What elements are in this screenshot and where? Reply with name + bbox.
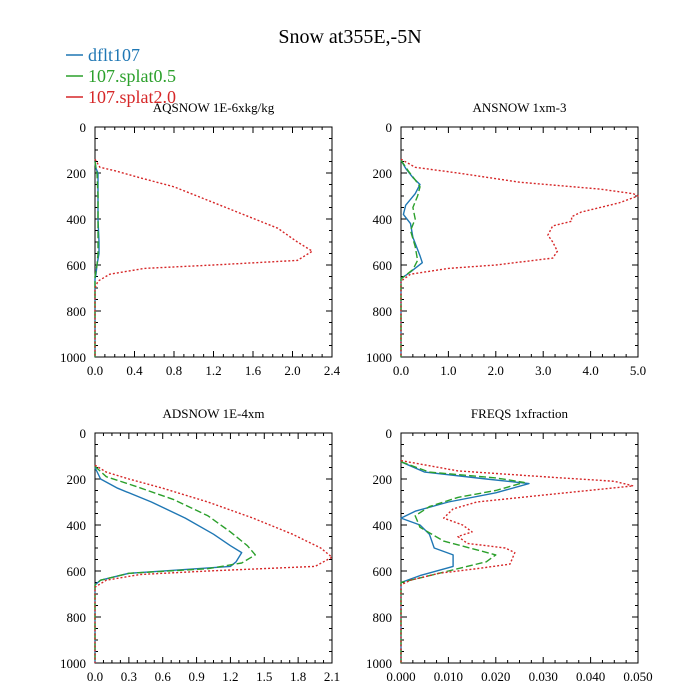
x-tick-label: 0.0: [87, 669, 103, 684]
y-tick-label: 1000: [366, 656, 392, 671]
y-tick-label: 0: [386, 120, 393, 135]
panel-title: ADSNOW 1E-4xm: [163, 406, 265, 421]
x-tick-label: 0.010: [434, 669, 463, 684]
y-tick-label: 800: [67, 304, 87, 319]
x-tick-label: 4.0: [582, 363, 598, 378]
x-tick-label: 0.000: [386, 669, 415, 684]
y-tick-label: 0: [80, 426, 87, 441]
series-line-107-splat2-0: [94, 158, 313, 357]
y-tick-label: 800: [373, 610, 393, 625]
y-tick-label: 800: [373, 304, 393, 319]
x-tick-label: 1.2: [205, 363, 221, 378]
y-tick-label: 600: [373, 258, 393, 273]
x-tick-label: 2.1: [324, 669, 340, 684]
x-tick-label: 1.2: [222, 669, 238, 684]
x-tick-label: 0.040: [576, 669, 605, 684]
x-tick-label: 0.0: [393, 363, 409, 378]
x-tick-label: 1.0: [440, 363, 456, 378]
y-tick-label: 0: [80, 120, 87, 135]
y-tick-label: 200: [67, 166, 87, 181]
x-tick-label: 0.0: [87, 363, 103, 378]
y-tick-label: 600: [373, 564, 393, 579]
panel-title: FREQS 1xfraction: [471, 406, 569, 421]
x-tick-label: 1.6: [245, 363, 262, 378]
legend-entry: dflt107: [66, 45, 140, 65]
y-tick-label: 200: [373, 472, 393, 487]
x-tick-label: 1.8: [290, 669, 306, 684]
legend-label: dflt107: [88, 45, 140, 65]
x-tick-label: 0.4: [126, 363, 143, 378]
panel-2: ANSNOW 1xm-3 0.0 1.0 2.0 3.0 4.0 5.0 0 200 400 600…: [366, 100, 646, 378]
figure-title: Snow at355E,-5N: [278, 26, 421, 48]
y-tick-label: 600: [67, 258, 87, 273]
y-tick-label: 200: [373, 166, 393, 181]
x-tick-label: 0.3: [121, 669, 137, 684]
legend-entry: 107.splat2.0: [66, 87, 176, 107]
series-line-107-splat2-0: [94, 464, 333, 663]
y-tick-label: 400: [67, 518, 87, 533]
x-tick-label: 3.0: [535, 363, 551, 378]
panel-title: ANSNOW 1xm-3: [472, 100, 566, 115]
series-line-dflt107: [400, 461, 530, 663]
series-line-dflt107: [94, 467, 243, 663]
series-line-107-splat2-0: [400, 158, 639, 357]
y-tick-label: 1000: [366, 350, 392, 365]
y-tick-label: 1000: [60, 656, 86, 671]
y-tick-label: 400: [67, 212, 87, 227]
panels: AQSNOW 1E-6xkg/kg 0.0 0.4 0.8 1.2 1.6 2.0 2.4 0 2…: [60, 100, 653, 684]
x-tick-label: 2.0: [488, 363, 504, 378]
panel-3: ADSNOW 1E-4xm 0.0 0.3 0.6 0.9 1.2 1.5 1.8 2.1 0 20…: [60, 406, 340, 684]
panel-1: AQSNOW 1E-6xkg/kg 0.0 0.4 0.8 1.2 1.6 2.0 2.4 0 2…: [60, 100, 341, 378]
plot-frame: [94, 432, 333, 664]
legend-entry: 107.splat0.5: [66, 66, 176, 86]
series-line-107-splat0-5: [400, 159, 421, 357]
x-tick-label: 0.8: [166, 363, 182, 378]
y-tick-label: 200: [67, 472, 87, 487]
y-tick-label: 400: [373, 518, 393, 533]
panel-title: AQSNOW 1E-6xkg/kg: [153, 100, 275, 115]
series-line-107-splat2-0: [400, 459, 634, 663]
series-line-107-splat0-5: [94, 465, 256, 663]
x-tick-label: 0.020: [481, 669, 510, 684]
x-tick-label: 0.9: [188, 669, 204, 684]
plot-frame: [400, 126, 639, 358]
y-tick-label: 400: [373, 212, 393, 227]
panel-4: FREQS 1xfraction 0.000 0.010 0.020 0.030 0.04…: [366, 406, 653, 684]
x-tick-label: 1.5: [256, 669, 272, 684]
x-tick-label: 0.030: [529, 669, 558, 684]
legend-label: 107.splat2.0: [88, 87, 176, 107]
x-tick-label: 5.0: [630, 363, 646, 378]
y-tick-label: 800: [67, 610, 87, 625]
y-tick-label: 600: [67, 564, 87, 579]
x-tick-label: 2.4: [324, 363, 341, 378]
legend-label: 107.splat0.5: [88, 66, 176, 86]
x-tick-label: 2.0: [284, 363, 300, 378]
x-tick-label: 0.6: [155, 669, 172, 684]
y-tick-label: 0: [386, 426, 393, 441]
x-tick-label: 0.050: [623, 669, 652, 684]
y-tick-label: 1000: [60, 350, 86, 365]
series-line-107-splat0-5: [400, 461, 525, 663]
